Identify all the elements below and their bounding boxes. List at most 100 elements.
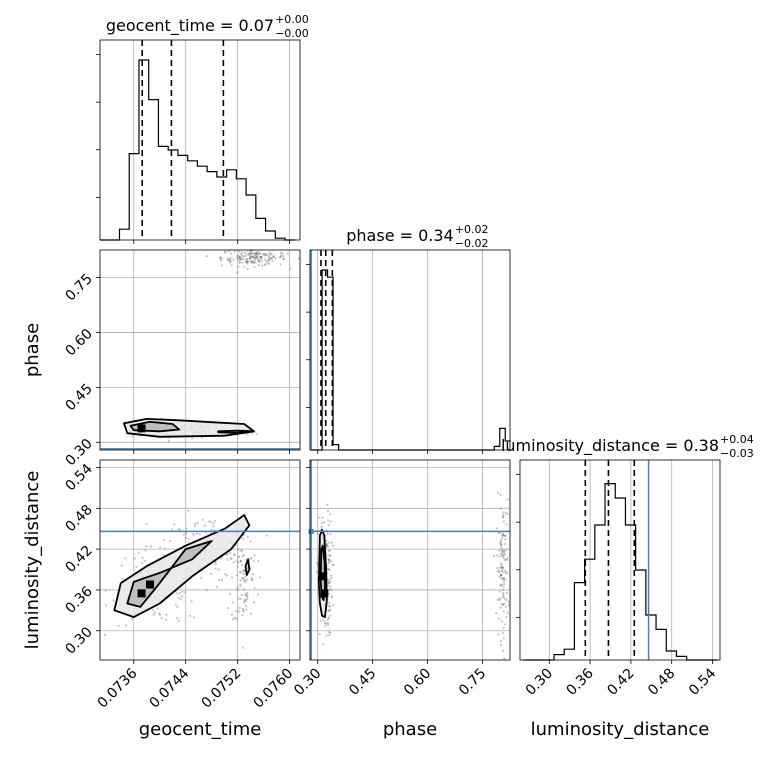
scatter-point	[326, 623, 330, 627]
scatter-point	[499, 584, 502, 587]
scatter-point	[242, 255, 245, 258]
scatter-point	[282, 258, 285, 261]
scatter-point	[259, 257, 262, 261]
scatter-point	[505, 599, 508, 602]
tick-label-x: 0.30	[523, 666, 556, 699]
scatter-point	[329, 513, 332, 516]
scatter-point	[171, 528, 174, 531]
scatter-point	[254, 252, 257, 255]
scatter-point	[502, 637, 505, 640]
scatter-point	[239, 560, 242, 563]
scatter-point	[104, 604, 108, 607]
scatter-point	[236, 565, 239, 568]
scatter-point	[249, 557, 252, 560]
scatter-point	[230, 252, 233, 255]
scatter-point	[506, 611, 509, 615]
scatter-point	[177, 528, 180, 531]
scatter-point	[214, 562, 217, 565]
scatter-point	[260, 256, 263, 259]
scatter-point	[191, 437, 194, 440]
scatter-point	[504, 548, 508, 551]
scatter-point	[236, 254, 240, 257]
scatter-point	[226, 558, 229, 561]
scatter-point	[141, 561, 144, 565]
scatter-point	[326, 584, 330, 587]
panel-background	[100, 40, 300, 240]
scatter-point	[500, 543, 503, 546]
scatter-point	[241, 251, 244, 254]
scatter-point	[240, 550, 243, 553]
scatter-point	[499, 544, 502, 547]
scatter-point	[251, 572, 255, 576]
scatter-point	[325, 634, 328, 637]
scatter-point	[265, 253, 268, 256]
scatter-point	[257, 259, 260, 262]
scatter-point	[246, 260, 249, 263]
scatter-point	[239, 597, 242, 601]
scatter-point	[245, 260, 248, 264]
scatter-point	[504, 538, 507, 541]
scatter-point	[179, 598, 182, 601]
scatter-point	[229, 259, 232, 263]
scatter-point	[239, 255, 242, 259]
scatter-point	[324, 622, 327, 625]
scatter-point	[152, 613, 155, 616]
scatter-point	[502, 520, 505, 523]
hist-title-plus: +0.00	[275, 13, 309, 26]
scatter-point	[252, 255, 255, 258]
scatter-point	[326, 568, 330, 571]
scatter-point	[226, 257, 229, 260]
scatter-point	[229, 551, 232, 555]
scatter-point	[230, 576, 234, 579]
scatter-point	[502, 566, 505, 569]
density-peak	[146, 580, 154, 589]
contour-inner2	[244, 558, 251, 576]
axis-label-x: phase	[383, 719, 437, 740]
scatter-point	[242, 609, 245, 612]
scatter-point	[272, 254, 275, 257]
scatter-point	[112, 599, 115, 602]
scatter-point	[229, 593, 232, 596]
scatter-point	[328, 601, 331, 604]
scatter-point	[250, 259, 253, 262]
scatter-point	[501, 532, 505, 535]
scatter-point	[504, 534, 507, 537]
scatter-point	[254, 255, 258, 259]
scatter-point	[187, 509, 190, 512]
scatter-point	[265, 534, 268, 537]
scatter-point	[502, 580, 505, 583]
scatter-point	[152, 609, 155, 612]
scatter-point	[272, 255, 275, 259]
scatter-point	[239, 585, 242, 588]
scatter-point	[326, 509, 330, 512]
scatter-point	[168, 539, 172, 543]
scatter-point	[235, 617, 238, 620]
scatter-point	[237, 561, 240, 564]
contour-inner	[126, 540, 213, 608]
scatter-point	[323, 621, 326, 624]
scatter-point	[167, 439, 171, 443]
scatter-point	[242, 569, 245, 572]
tick-label-x: 0.60	[401, 666, 434, 699]
scatter-point	[327, 524, 330, 527]
hist-title-plus: +0.02	[455, 223, 489, 236]
scatter-point	[125, 624, 128, 627]
scatter-point	[205, 255, 209, 258]
panel-background	[310, 250, 510, 450]
scatter-point	[242, 577, 245, 580]
scatter-point	[263, 264, 267, 267]
panel-border	[99, 459, 301, 661]
scatter-point	[499, 606, 502, 609]
scatter-point	[502, 576, 505, 579]
scatter-point	[192, 616, 196, 619]
scatter-point	[327, 558, 330, 562]
scatter-point	[328, 605, 332, 608]
scatter-point	[244, 605, 247, 608]
scatter-point	[255, 251, 258, 255]
scatter-point	[328, 592, 331, 595]
scatter-point	[328, 554, 331, 557]
scatter-point	[505, 591, 509, 594]
scatter-point	[253, 601, 256, 604]
scatter-point	[327, 604, 330, 607]
scatter-point	[235, 256, 238, 259]
